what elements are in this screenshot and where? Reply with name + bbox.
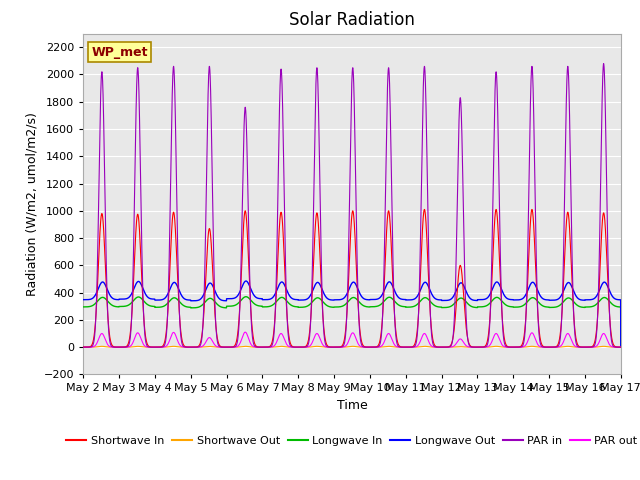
Legend: Shortwave In, Shortwave Out, Longwave In, Longwave Out, PAR in, PAR out: Shortwave In, Shortwave Out, Longwave In… bbox=[62, 431, 640, 450]
Y-axis label: Radiation (W/m2, umol/m2/s): Radiation (W/m2, umol/m2/s) bbox=[25, 112, 38, 296]
Title: Solar Radiation: Solar Radiation bbox=[289, 11, 415, 29]
Text: WP_met: WP_met bbox=[92, 46, 148, 59]
X-axis label: Time: Time bbox=[337, 399, 367, 412]
